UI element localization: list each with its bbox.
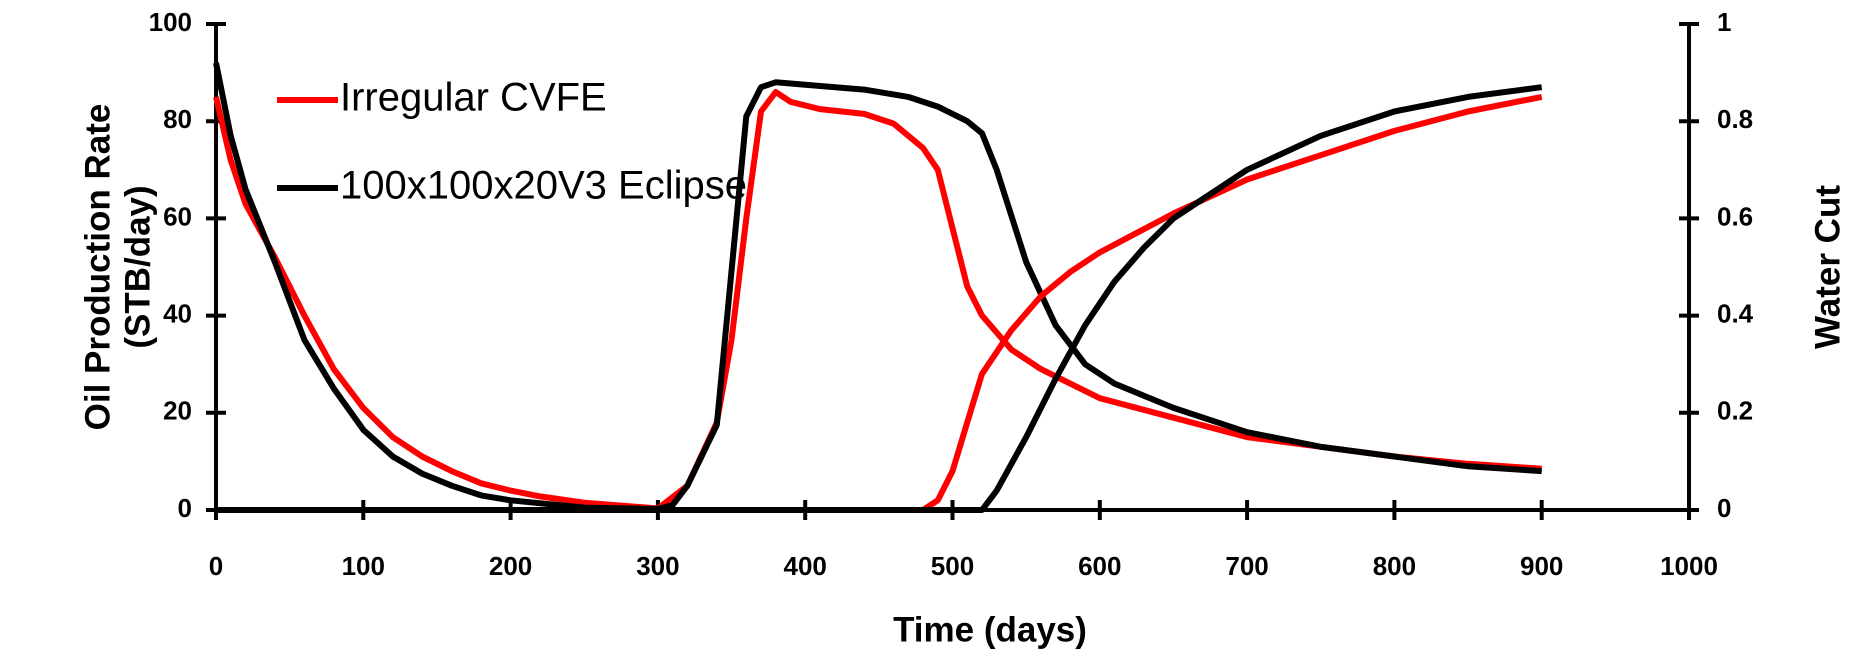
y-tick-label: 100	[149, 7, 192, 37]
y2-tick-label: 0	[1717, 493, 1731, 523]
x-axis-title: Time (days)	[893, 610, 1087, 649]
x-tick-label: 800	[1373, 551, 1416, 581]
y2-tick-label: 0.6	[1717, 201, 1753, 231]
y-tick-label: 80	[163, 104, 192, 134]
y-tick-label: 20	[163, 396, 192, 426]
y2-axis-title: Water Cut	[1808, 185, 1847, 349]
x-tick-label: 900	[1520, 551, 1563, 581]
x-tick-label: 100	[342, 551, 385, 581]
y-tick-label: 40	[163, 298, 192, 328]
legend-label: Irregular CVFE	[340, 76, 607, 120]
y-tick-label: 0	[178, 493, 192, 523]
x-tick-label: 200	[489, 551, 532, 581]
data-line	[216, 93, 1543, 513]
y2-tick-label: 0.4	[1717, 298, 1754, 328]
y2-tick-label: 0.8	[1717, 104, 1753, 134]
x-tick-label: 1000	[1660, 551, 1718, 581]
x-tick-label: 700	[1225, 551, 1268, 581]
x-tick-label: 600	[1078, 551, 1121, 581]
y-axis-title: (STB/day)	[118, 185, 157, 348]
x-tick-label: 400	[784, 551, 827, 581]
data-line	[216, 84, 1543, 513]
y2-tick-label: 0.2	[1717, 396, 1753, 426]
x-tick-label: 0	[209, 551, 223, 581]
data-line	[213, 89, 1542, 512]
data-line	[213, 62, 1542, 512]
legend-label: 100x100x20V3 Eclipse	[340, 164, 747, 208]
y2-tick-label: 1	[1717, 7, 1731, 37]
y-axis-title: Oil Production Rate	[78, 104, 117, 431]
x-tick-label: 500	[931, 551, 974, 581]
x-tick-label: 300	[636, 551, 679, 581]
y-tick-label: 60	[163, 201, 192, 231]
